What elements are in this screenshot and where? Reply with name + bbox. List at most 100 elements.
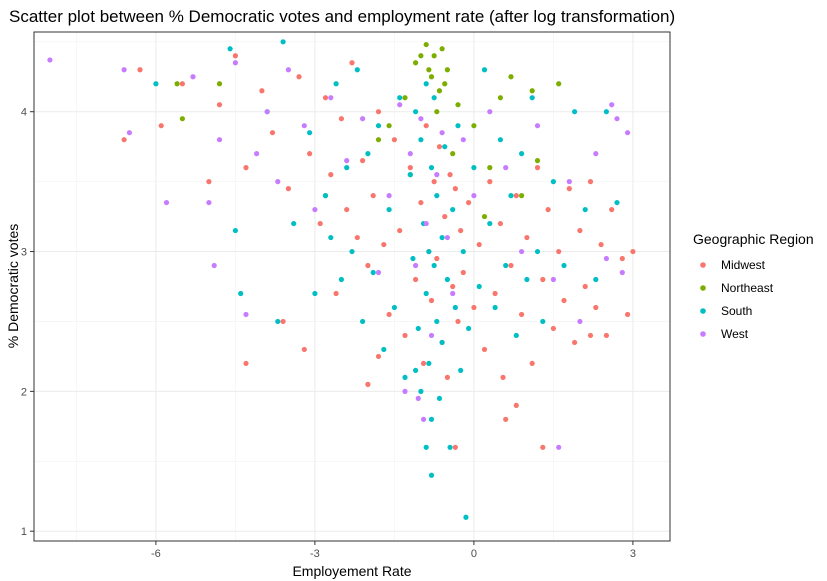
- data-point: [476, 241, 482, 248]
- data-point: [386, 123, 392, 129]
- data-point: [587, 179, 594, 185]
- data-point: [232, 53, 238, 59]
- data-point: [524, 234, 530, 241]
- data-point: [301, 346, 307, 353]
- data-point: [418, 199, 424, 206]
- data-point: [442, 213, 448, 220]
- data-point: [407, 165, 413, 171]
- legend-key: [700, 331, 706, 337]
- data-point: [431, 179, 437, 185]
- data-point: [317, 220, 323, 227]
- data-point: [354, 67, 360, 73]
- legend-item-northeast: Northeast: [700, 281, 774, 295]
- data-point: [365, 151, 371, 157]
- data-point: [625, 130, 631, 136]
- data-point: [365, 381, 371, 387]
- data-point: [434, 172, 440, 178]
- data-point: [243, 311, 249, 318]
- data-point: [391, 137, 397, 143]
- x-tick-label: -6: [151, 548, 161, 560]
- legend-item-midwest: Midwest: [700, 258, 766, 272]
- data-point: [259, 88, 265, 94]
- legend-label: Midwest: [721, 258, 766, 272]
- data-point: [121, 67, 127, 73]
- data-point: [179, 116, 185, 122]
- data-point: [423, 81, 429, 87]
- x-axis-label: Employement Rate: [292, 563, 411, 579]
- data-point: [593, 151, 599, 157]
- data-point: [508, 74, 514, 80]
- data-point: [386, 206, 392, 213]
- data-point: [402, 374, 408, 380]
- data-point: [349, 60, 355, 66]
- data-point: [534, 158, 541, 164]
- data-point: [428, 165, 435, 171]
- data-point: [420, 360, 427, 367]
- data-point: [540, 444, 546, 450]
- data-point: [513, 332, 519, 339]
- data-point: [264, 109, 270, 115]
- data-point: [524, 276, 530, 283]
- grid: [34, 32, 670, 541]
- data-point: [450, 151, 456, 157]
- data-point: [407, 172, 413, 178]
- data-point: [312, 206, 318, 213]
- y-tick-label: 1: [21, 526, 27, 538]
- data-point: [413, 262, 419, 269]
- data-point: [426, 248, 432, 255]
- data-point: [603, 255, 610, 262]
- data-point: [436, 395, 443, 401]
- legend-key: [700, 285, 706, 291]
- data-point: [561, 262, 567, 269]
- y-tick-label: 3: [21, 247, 27, 259]
- data-point: [381, 346, 387, 353]
- data-point: [137, 67, 143, 73]
- data-point: [577, 227, 583, 234]
- data-point: [285, 67, 291, 73]
- data-point: [603, 332, 610, 339]
- data-point: [593, 304, 599, 311]
- data-point: [572, 339, 578, 346]
- data-point: [413, 367, 419, 374]
- data-point: [444, 374, 450, 380]
- data-point: [216, 102, 223, 108]
- data-point: [418, 116, 424, 122]
- data-point: [418, 53, 424, 59]
- data-point: [561, 297, 567, 304]
- data-point: [630, 248, 636, 255]
- data-point: [619, 269, 625, 276]
- data-point: [444, 234, 450, 241]
- data-point: [439, 46, 445, 52]
- data-point: [476, 283, 482, 290]
- data-point: [354, 234, 360, 241]
- data-point: [466, 199, 472, 206]
- data-point: [285, 186, 291, 192]
- data-point: [572, 109, 578, 115]
- data-point: [344, 158, 350, 164]
- data-point: [556, 81, 562, 87]
- data-point: [428, 74, 435, 80]
- data-point: [344, 206, 350, 213]
- data-point: [439, 339, 445, 346]
- data-point: [370, 269, 376, 276]
- data-point: [280, 39, 286, 45]
- axis-ticks: -6 -3 0 3 1 2 3 4: [21, 107, 636, 560]
- x-tick-label: 0: [471, 548, 477, 560]
- data-point: [397, 95, 403, 101]
- data-point: [444, 276, 450, 283]
- data-point: [402, 332, 408, 339]
- data-point: [487, 220, 493, 227]
- data-point: [519, 193, 525, 199]
- data-point: [545, 206, 551, 213]
- data-point: [370, 193, 376, 199]
- data-point: [455, 123, 461, 129]
- data-point: [254, 151, 260, 157]
- chart-title: Scatter plot between % Democratic votes …: [9, 7, 675, 26]
- data-point: [423, 290, 429, 297]
- data-point: [444, 67, 450, 73]
- data-point: [322, 95, 329, 101]
- data-point: [500, 374, 506, 380]
- data-point: [227, 46, 233, 52]
- legend-item-south: South: [700, 304, 752, 318]
- data-point: [434, 109, 440, 115]
